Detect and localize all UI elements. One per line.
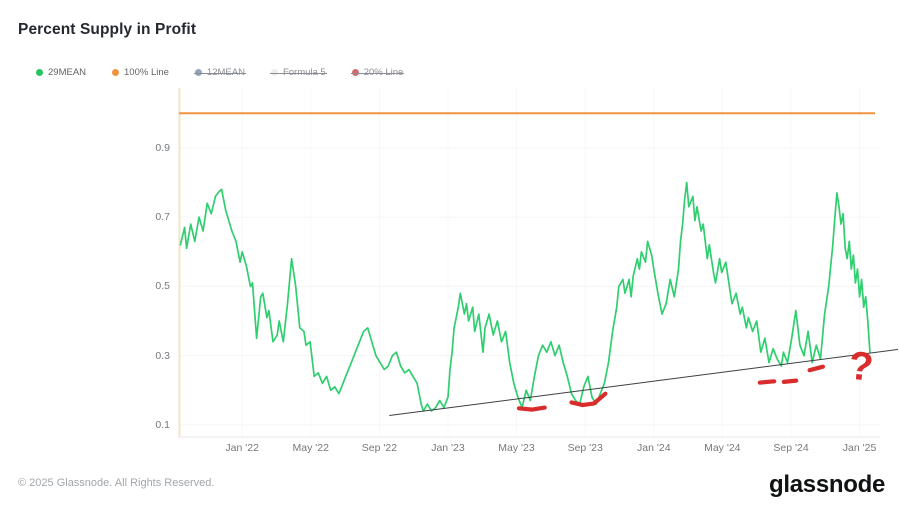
series-29mean-line <box>179 181 871 412</box>
series-swatch-icon <box>112 69 120 76</box>
y-axis-tick-label: 0.7 <box>155 211 170 224</box>
copyright-text: © 2025 Glassnode. All Rights Reserved. <box>18 477 215 489</box>
y-axis-tick-label: 0.1 <box>155 418 170 431</box>
annotation-red-swoosh <box>569 391 608 408</box>
legend: 29MEAN 100% Line 12MEAN Formula 5 20% Li… <box>36 67 404 78</box>
page-title: Percent Supply in Profit <box>18 21 197 38</box>
x-axis-tick-label: Sep '24 <box>773 442 809 454</box>
legend-label: 29MEAN <box>48 67 87 78</box>
series-swatch-icon <box>36 69 43 76</box>
legend-item-20-line[interactable]: 20% Line <box>350 67 404 78</box>
support-trendline <box>389 348 899 417</box>
x-axis-tick-label: May '22 <box>292 442 329 454</box>
legend-item-100-line[interactable]: 100% Line <box>112 67 169 78</box>
y-axis-tick-label: 0.9 <box>155 141 170 154</box>
glassnode-logo: glassnode <box>769 471 885 498</box>
legend-item-formula-5[interactable]: Formula 5 <box>269 67 327 78</box>
x-axis-tick-label: May '23 <box>498 442 535 454</box>
annotation-red-dash <box>807 364 825 373</box>
x-axis-tick-label: Jan '25 <box>842 442 877 454</box>
y-axis-tick-label: 0.3 <box>155 349 170 362</box>
y-axis-tick-label: 0.5 <box>155 280 170 293</box>
annotation-red-dash <box>781 378 799 384</box>
annotation-red-dash <box>516 405 547 412</box>
x-axis-tick-label: Jan '23 <box>431 442 465 454</box>
annotation-red-dash <box>757 379 777 385</box>
annotation-question-mark: ? <box>846 344 875 390</box>
x-axis-tick-label: May '24 <box>704 442 741 454</box>
legend-label: 100% Line <box>124 67 169 78</box>
x-axis-tick-label: Sep '22 <box>361 442 398 454</box>
legend-item-12mean[interactable]: 12MEAN <box>193 67 246 78</box>
x-axis-tick-label: Jan '24 <box>637 442 671 454</box>
legend-item-29mean[interactable]: 29MEAN <box>36 67 86 78</box>
x-axis-tick-label: Jan '22 <box>225 442 259 454</box>
x-axis-tick-label: Sep '23 <box>567 442 603 454</box>
